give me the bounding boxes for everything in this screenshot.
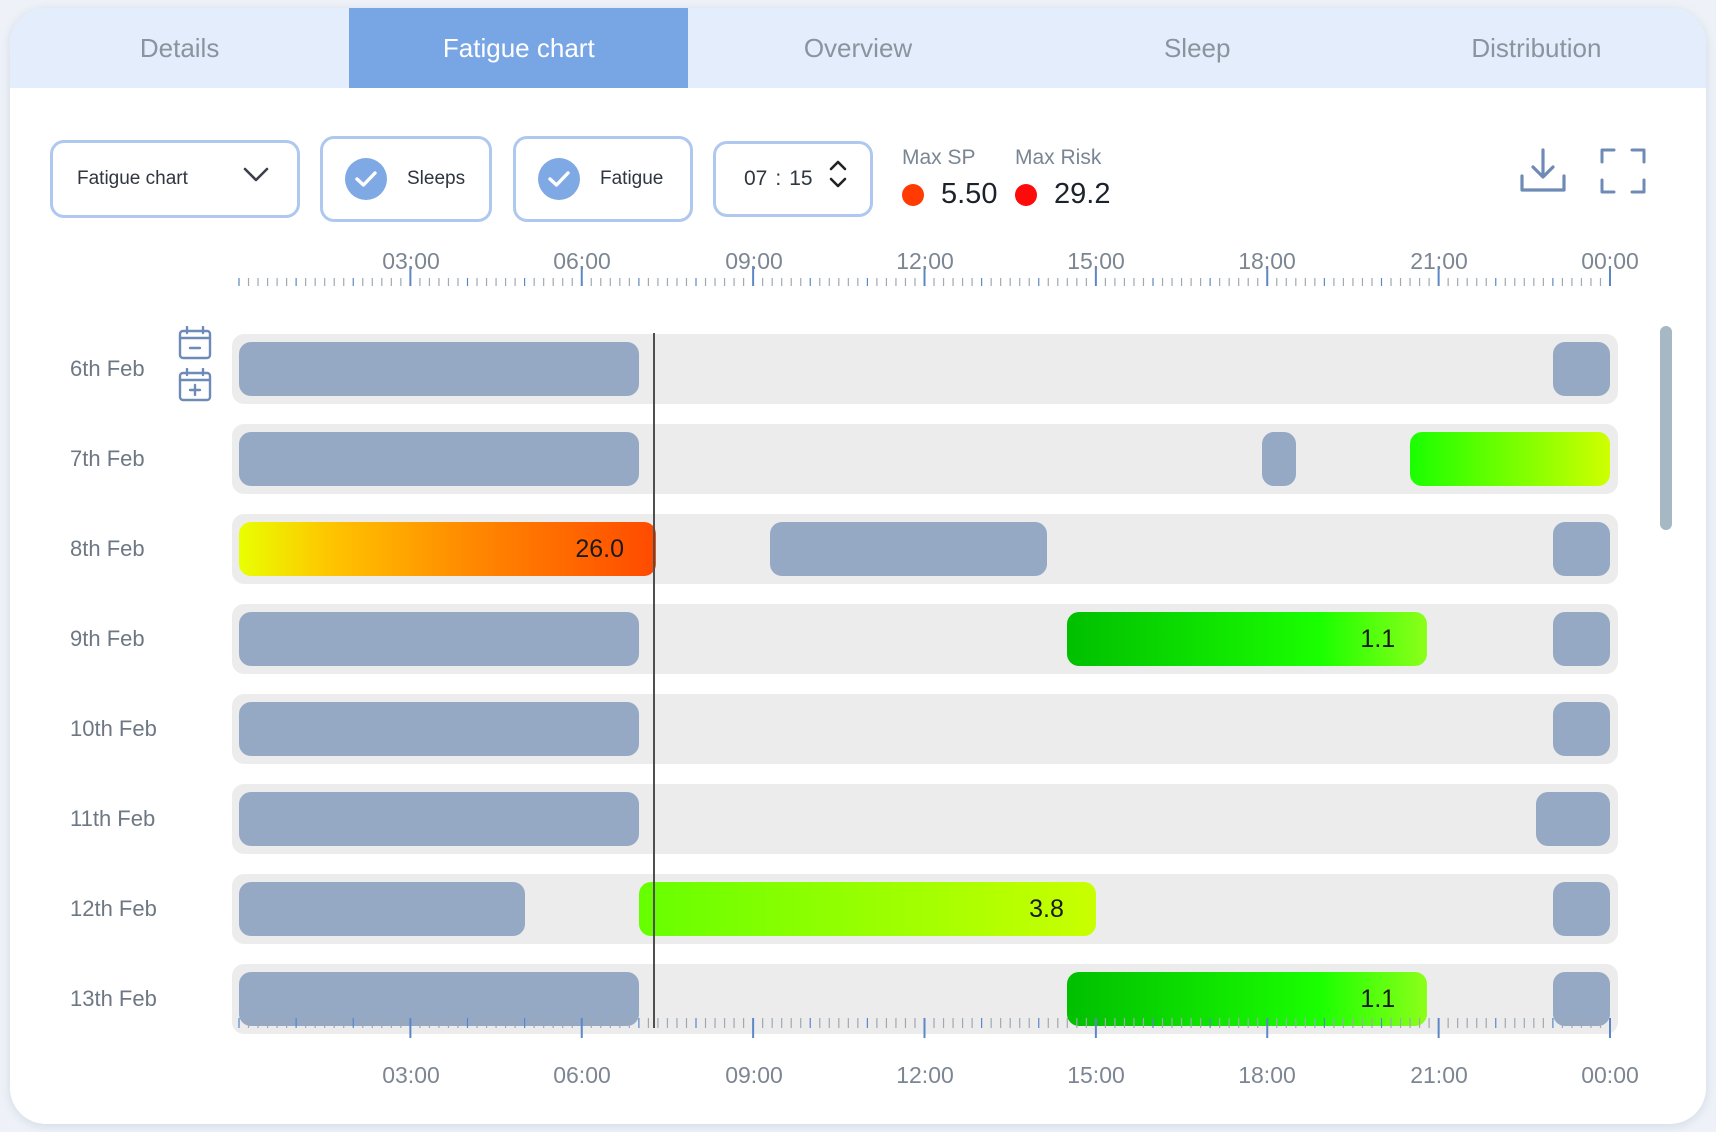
axis-label-0900: 09:00 [725,1062,783,1088]
tab-details[interactable]: Details [139,32,220,63]
fullscreen-icon[interactable] [1600,148,1646,199]
sleep-block[interactable] [1552,522,1610,576]
axis-label-1200: 12:00 [896,1062,954,1088]
time-minutes[interactable]: 15 [789,167,813,190]
fatigue-toggle-label: Fatigue [600,168,664,189]
sleeps-toggle-label: Sleeps [407,168,466,189]
row-label: 12th Feb [70,896,157,921]
axis-label-1500: 15:00 [1067,248,1125,274]
timeline-row [232,784,1618,854]
sleep-block[interactable] [239,702,639,756]
axis-label-1500: 15:00 [1067,1062,1125,1088]
fatigue-toggle[interactable]: Fatigue [513,136,693,222]
time-axis-top: 03:00 06:00 09:00 12:00 15:00 18:00 21:0… [10,248,1706,308]
timeline-row [232,424,1618,494]
view-select-value: Fatigue chart [77,168,188,189]
check-icon [345,158,387,200]
max-sp-indicator [902,183,924,206]
axis-label-0600: 06:00 [553,248,611,274]
sleep-block[interactable] [1552,612,1610,666]
row-label: 6th Feb [70,356,145,381]
download-icon[interactable] [1518,146,1568,201]
fatigue-value: 1.1 [1360,984,1396,1013]
sleep-block[interactable] [239,882,525,936]
time-axis-bottom: 03:00 06:00 09:00 12:00 15:00 18:00 21:0… [10,1016,1706,1088]
time-stepper[interactable]: 07 : 15 [713,141,873,217]
row-label: 9th Feb [70,626,145,651]
sleep-block[interactable] [1552,972,1610,1026]
fatigue-value: 26.0 [575,534,624,563]
axis-label-1200: 12:00 [896,248,954,274]
fatigue-block[interactable]: 3.8 [638,882,1096,936]
max-risk-label: Max Risk [1015,146,1102,169]
sleep-block[interactable] [239,612,639,666]
sleep-block[interactable] [1552,882,1610,936]
axis-label-0300: 03:00 [382,1062,440,1088]
timeline-row: 1.1 [232,964,1618,1034]
sleep-block[interactable] [770,522,1048,576]
tab-fatigue-chart[interactable]: Fatigue chart [349,8,689,88]
axis-label-0900: 09:00 [725,248,783,274]
sleep-block[interactable] [239,342,639,396]
max-sp-label: Max SP [902,146,976,169]
chevron-up-icon[interactable] [828,158,848,172]
tab-distribution[interactable]: Distribution [1471,32,1602,63]
timeline-row [232,334,1618,404]
chevron-down-icon[interactable] [828,176,848,190]
sleep-block[interactable] [1261,432,1296,486]
row-label: 11th Feb [70,806,156,831]
row-label: 10th Feb [70,716,157,741]
axis-label-1800: 18:00 [1238,1062,1296,1088]
axis-label-0000: 00:00 [1581,248,1639,274]
row-label: 8th Feb [70,536,145,561]
tab-bar: Details Fatigue chart Overview Sleep Dis… [10,8,1706,88]
sleep-block[interactable] [1552,342,1610,396]
fatigue-value: 1.1 [1360,624,1396,653]
calendar-plus-icon[interactable] [178,367,212,407]
fatigue-panel: Details Fatigue chart Overview Sleep Dis… [10,8,1706,1124]
sleeps-toggle[interactable]: Sleeps [320,136,492,222]
sleep-block[interactable] [239,792,639,846]
current-time-line [653,333,656,1028]
axis-label-2100: 21:00 [1410,1062,1468,1088]
timeline-row: 3.8 [232,874,1618,944]
timeline-row: 26.0 [232,514,1618,584]
max-sp-stat: Max SP 5.50 [902,146,997,211]
tab-sleep[interactable]: Sleep [1163,32,1231,63]
timeline-row [232,694,1618,764]
max-risk-indicator [1015,183,1037,206]
axis-label-1800: 18:00 [1238,248,1296,274]
axis-label-0300: 03:00 [382,248,440,274]
check-icon [538,158,580,200]
axis-label-0600: 06:00 [553,1062,611,1088]
stepper-arrows [828,158,848,190]
sleep-block[interactable] [1552,702,1610,756]
view-select[interactable]: Fatigue chart [50,140,300,218]
max-risk-value: 29.2 [1054,178,1111,210]
sleep-block[interactable] [1535,792,1610,846]
calendar-minus-icon[interactable] [178,325,212,365]
fatigue-block[interactable]: 1.1 [1067,972,1428,1026]
fatigue-block[interactable]: 1.1 [1067,612,1428,666]
timeline-row: 1.1 [232,604,1618,674]
row-label: 7th Feb [70,446,145,471]
chevron-down-icon [243,167,269,189]
sleep-block[interactable] [239,972,639,1026]
tab-overview[interactable]: Overview [803,32,913,63]
max-risk-stat: Max Risk 29.2 [1015,146,1110,211]
toolbar: Fatigue chart Sleeps Fatigue 07 : 15 [10,88,1706,238]
sleep-block[interactable] [239,432,639,486]
row-label: 13th Feb [70,986,157,1011]
axis-label-0000: 00:00 [1581,1062,1639,1088]
fatigue-value: 3.8 [1029,894,1064,923]
fatigue-block[interactable] [1410,432,1610,486]
vertical-scrollbar[interactable] [1660,326,1672,530]
time-hours[interactable]: 07 [744,167,768,190]
axis-label-2100: 21:00 [1410,248,1468,274]
max-sp-value: 5.50 [941,178,998,210]
time-separator: : [775,167,782,190]
fatigue-block[interactable]: 26.0 [239,522,656,576]
